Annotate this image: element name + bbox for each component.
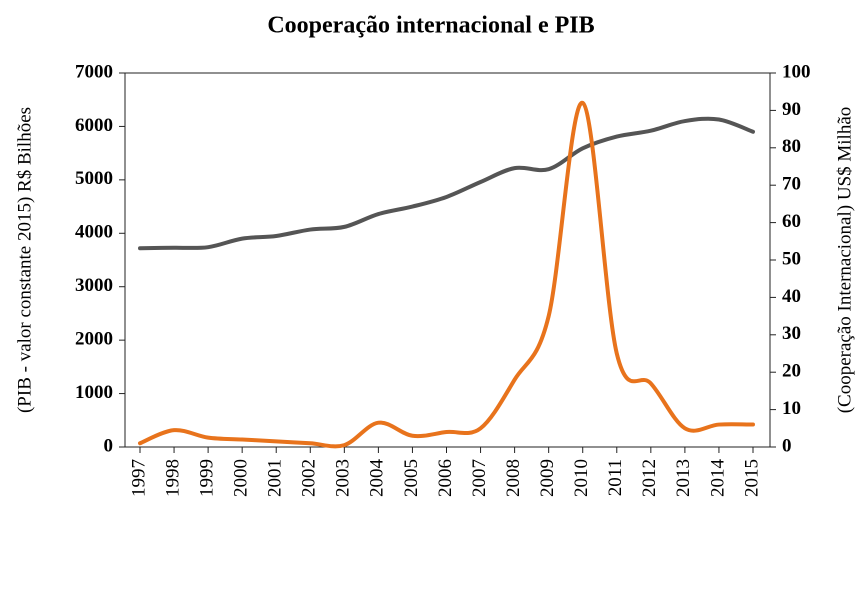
x-tick-label: 2011 [605, 459, 626, 496]
y-tick-label: 0 [104, 435, 114, 456]
y-tick-label: 2000 [75, 329, 113, 350]
x-tick-label: 2015 [741, 459, 762, 497]
plot-frame [124, 72, 771, 448]
x-tick-label: 2002 [299, 459, 320, 497]
x-tick-label: 2006 [435, 459, 456, 497]
y2-tick-label: 50 [782, 248, 801, 269]
y2-tick-label: 20 [782, 361, 801, 382]
x-tick-label: 2008 [503, 459, 524, 497]
y2-tick-label: 40 [782, 286, 801, 307]
series-line [138, 116, 755, 251]
x-tick-label: 2001 [265, 459, 286, 497]
y-tick-label: 4000 [75, 222, 113, 243]
y2-tick-label: 0 [782, 435, 792, 456]
y-tick-label: 7000 [75, 61, 113, 82]
x-tick-label: 1999 [196, 459, 217, 497]
y2-tick-label: 90 [782, 99, 801, 120]
x-tick-label: 2013 [673, 459, 694, 497]
y2-tick-label: 100 [782, 61, 811, 82]
x-tick-label: 2005 [401, 459, 422, 497]
y-tick-label: 1000 [75, 382, 113, 403]
x-tick-label: 2004 [367, 459, 388, 498]
x-tick-label: 2014 [707, 459, 728, 498]
x-tick-label: 2003 [333, 459, 354, 497]
y2-tick-label: 70 [782, 174, 801, 195]
y-axis-label: (PIB - valor constante 2015) R$ Bilhões [14, 107, 35, 413]
y-tick-label: 3000 [75, 275, 113, 296]
y-tick-label: 5000 [75, 168, 113, 189]
y2-tick-label: 10 [782, 398, 801, 419]
x-tick-label: 1997 [128, 459, 149, 497]
x-tick-label: 2000 [231, 459, 252, 497]
y-tick-label: 6000 [75, 115, 113, 136]
series-line [138, 100, 755, 449]
x-tick-label: 2012 [639, 459, 660, 497]
x-tick-label: 2009 [537, 459, 558, 497]
chart-title: Cooperação internacional e PIB [267, 13, 594, 39]
x-tick-label: 1998 [162, 459, 183, 497]
y2-tick-label: 60 [782, 211, 801, 232]
y2-tick-label: 80 [782, 136, 801, 157]
x-tick-label: 2007 [469, 459, 490, 497]
y2-axis-label: (Cooperação Internacional) US$ Milhão [834, 107, 855, 414]
x-tick-label: 2010 [571, 459, 592, 497]
y2-tick-label: 30 [782, 323, 801, 344]
